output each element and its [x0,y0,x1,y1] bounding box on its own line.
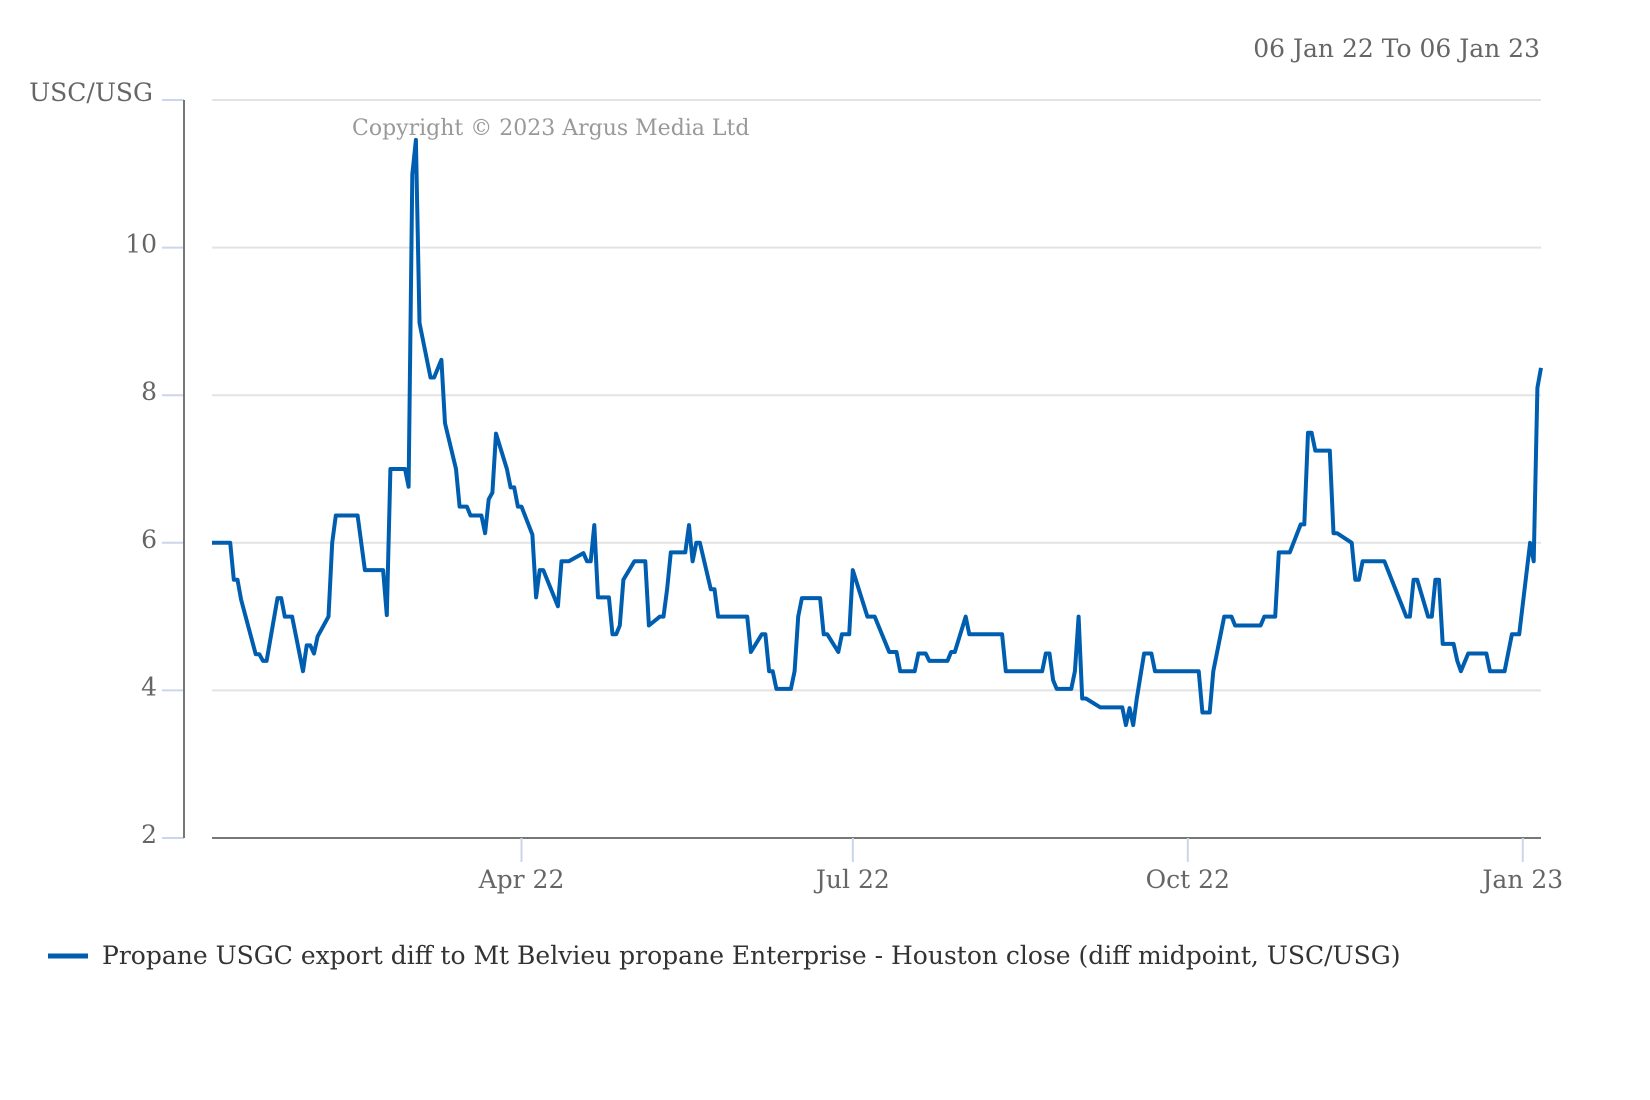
gridlines [212,99,1541,692]
y-tick-label: 4 [141,672,157,701]
x-tick-label: Jul 22 [813,865,890,894]
y-axis-unit-label: USC/USG [29,78,153,107]
x-tick-label: Oct 22 [1146,865,1230,894]
x-tick-label: Jan 23 [1479,865,1563,894]
series-line-propane-diff [212,137,1543,728]
y-tick-label: 2 [141,820,157,849]
legend-label[interactable]: Propane USGC export diff to Mt Belvieu p… [102,941,1400,970]
copyright-watermark: Copyright © 2023 Argus Media Ltd [352,116,749,141]
legend[interactable]: Propane USGC export diff to Mt Belvieu p… [48,941,1400,970]
y-tick-label: 6 [141,525,157,554]
x-tick-label: Apr 22 [478,865,565,894]
y-tick-label: 8 [141,377,157,406]
y-axis: 2 4 6 8 10 [125,99,185,849]
y-tick-label: 10 [125,230,157,259]
x-axis: Apr 22 Jul 22 Oct 22 Jan 23 [212,837,1563,894]
date-range-label: 06 Jan 22 To 06 Jan 23 [1253,34,1540,63]
